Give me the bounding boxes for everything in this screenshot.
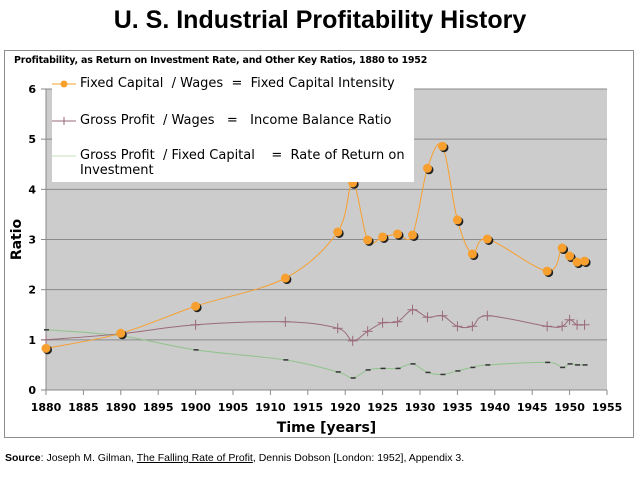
source-note: Source: Joseph M. Gilman, The Falling Ra… [5,452,464,464]
y-tick-label: 0 [28,384,36,397]
data-point [393,229,403,239]
legend-item-fixed-capital-intensity: Fixed Capital / Wages = Fixed Capital In… [52,76,395,136]
legend-marker-plus-icon [52,117,76,125]
legend-item-rate-of-return: Gross Profit / Fixed Capital = Rate of R… [52,148,405,223]
y-axis-title: Ratio [9,218,25,260]
data-point [280,273,290,283]
x-tick-label: 1955 [592,401,623,414]
data-point [422,163,432,173]
data-point [452,215,462,225]
x-tick-label: 1950 [554,401,585,414]
x-tick-label: 1900 [180,401,211,414]
data-point [482,234,492,244]
source-book-title: The Falling Rate of Profit [136,452,253,464]
x-tick-label: 1925 [367,401,398,414]
line-chart: 0 1 2 3 4 5 6 1880 1885 1890 1895 1900 1905 1910 1915 1… [9,83,623,436]
x-tick-label: 1935 [442,401,473,414]
data-point [580,256,590,266]
series-2 [44,329,588,379]
y-tick-label: 2 [28,284,36,297]
x-tick-label: 1880 [31,401,62,414]
source-text-after: , Dennis Dobson [London: 1952], Appendix… [252,452,465,464]
series-0 [41,141,591,355]
chart-title: Profitability, as Return on Investment R… [14,55,428,66]
y-tick-label: 6 [28,83,36,96]
data-point [572,257,582,267]
x-tick-label: 1930 [405,401,436,414]
data-point [467,249,477,259]
data-point [378,232,388,242]
chart-legend: Fixed Capital / Wages = Fixed Capital In… [52,72,414,182]
data-point [333,227,343,237]
legend-label: Gross Profit / Wages = Income Balance Ra… [80,113,392,128]
x-tick-label: 1940 [479,401,510,414]
legend-item-income-balance-ratio: Gross Profit / Wages = Income Balance Ra… [52,113,391,173]
x-tick-label: 1920 [330,401,361,414]
source-label: Source [5,452,41,464]
data-point [437,141,447,151]
data-point [557,243,567,253]
data-point [565,251,575,261]
data-point [542,266,552,276]
data-point [191,301,201,311]
x-tick-label: 1945 [517,401,548,414]
x-tick-label: 1910 [255,401,286,414]
y-tick-label: 1 [28,334,36,347]
data-point [116,328,126,338]
y-tick-label: 5 [28,133,36,146]
legend-label-continued: Investment [80,163,154,178]
legend-marker-circle-icon [52,80,76,88]
legend-marker-line-icon [52,155,76,157]
source-text-before: : Joseph M. Gilman, [40,452,137,464]
x-tick-label: 1905 [218,401,249,414]
x-axis-title: Time [years] [277,420,376,436]
y-tick-label: 3 [28,234,36,247]
x-tick-label: 1890 [105,401,136,414]
data-point [41,343,51,353]
page-title: U. S. Industrial Profitability History [113,6,527,34]
series-1 [41,304,590,346]
data-point [363,235,373,245]
x-tick-label: 1895 [143,401,174,414]
legend-label: Gross Profit / Fixed Capital = Rate of R… [80,148,405,163]
legend-label: Fixed Capital / Wages = Fixed Capital In… [80,76,395,91]
x-tick-label: 1915 [292,401,323,414]
data-point [408,230,418,240]
x-tick-label: 1885 [68,401,99,414]
y-tick-label: 4 [28,183,36,196]
